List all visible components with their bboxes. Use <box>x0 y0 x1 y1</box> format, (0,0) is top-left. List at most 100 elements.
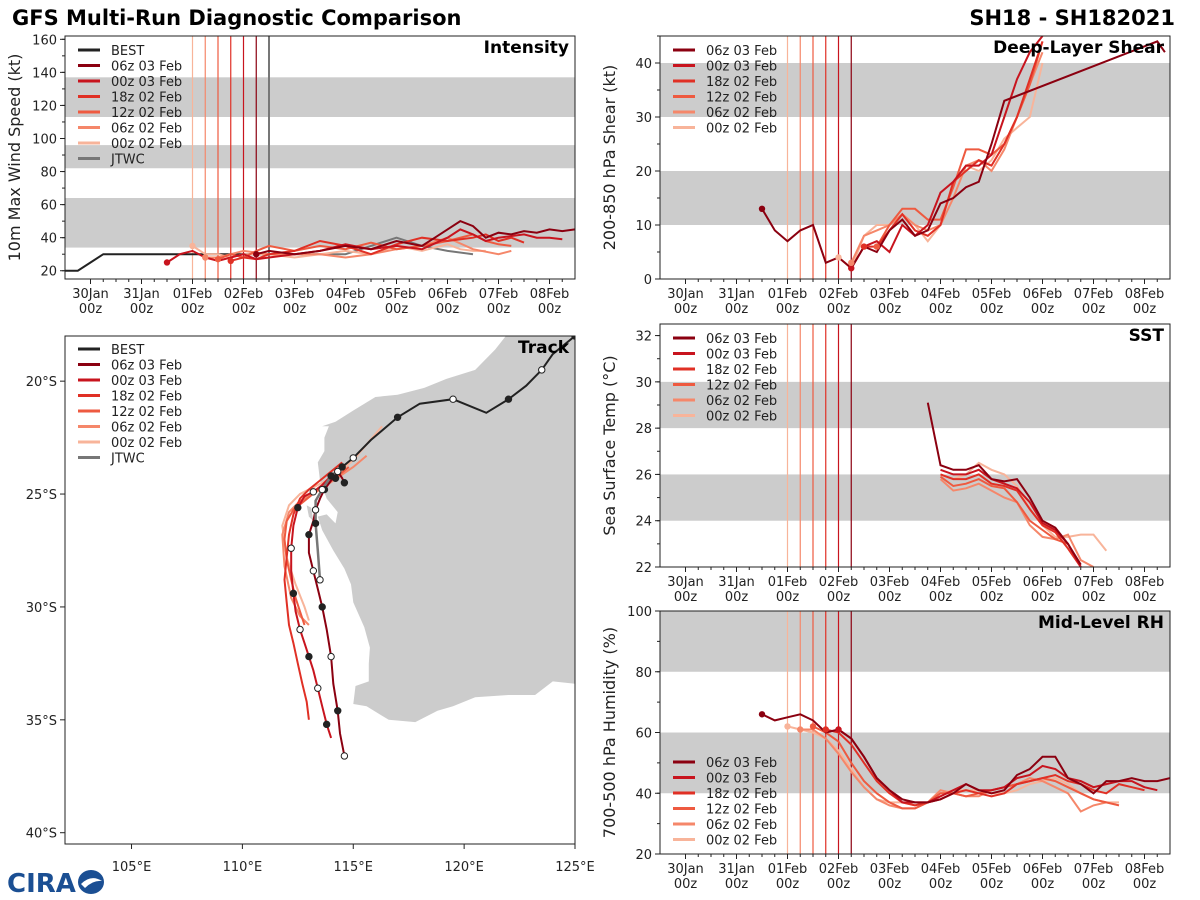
intensity-xtick-label: 02Feb <box>224 287 264 302</box>
legend-best-label: BEST <box>111 44 144 59</box>
rh-xtick-sublabel: 00z <box>1133 877 1157 892</box>
shear-xtick-label: 05Feb <box>972 287 1012 302</box>
cira-logo: CIRA <box>7 869 104 898</box>
shear-title: Deep-Layer Shear <box>993 38 1164 58</box>
rh-xtick-sublabel: 00z <box>776 877 800 892</box>
intensity-xtick-label: 04Feb <box>326 287 366 302</box>
rh-xtick-label: 30Jan <box>667 862 704 877</box>
sst-ylabel: Sea Surface Temp (°C) <box>600 355 619 535</box>
sst-run-line-2 <box>940 473 1082 567</box>
rh-xtick-sublabel: 00z <box>1082 877 1106 892</box>
track-run-marker-1 <box>309 488 318 496</box>
track-run-line-2 <box>283 461 343 720</box>
sst-xtick-sublabel: 00z <box>980 590 1004 605</box>
sst-run-line-0 <box>926 402 1082 566</box>
rh-xtick-label: 02Feb <box>819 862 859 877</box>
sst-plot-area <box>660 324 1170 567</box>
intensity-band-2 <box>65 77 575 117</box>
intensity-ytick-label: 140 <box>32 66 57 81</box>
sst-xtick-label: 31Jan <box>718 575 755 590</box>
track-run-marker-1 <box>322 720 331 729</box>
track-run-marker-0 <box>305 530 313 539</box>
sst-xtick-sublabel: 00z <box>1082 590 1106 605</box>
intensity-ytick-label: 40 <box>40 232 57 247</box>
rh-init-marker-5 <box>784 723 791 730</box>
shear-ylabel: 200-850 hPa Shear (kt) <box>600 65 619 251</box>
sst-run-line-3 <box>939 475 1069 545</box>
shear-init-marker-5 <box>835 254 842 261</box>
intensity-xtick-sublabel: 00z <box>385 302 409 317</box>
legend-run-1-label: 00z 03 Feb <box>706 60 777 75</box>
track-plot-area <box>281 336 575 760</box>
track-best-marker <box>393 413 402 421</box>
sst-ytick-label: 32 <box>635 330 652 345</box>
track-run-marker-1 <box>327 472 335 480</box>
sst-xtick-sublabel: 00z <box>776 590 800 605</box>
intensity-xtick-sublabel: 00z <box>181 302 205 317</box>
shear-xtick-label: 31Jan <box>718 287 755 302</box>
rh-init-marker-4 <box>797 726 804 733</box>
figure-title: GFS Multi-Run Diagnostic Comparison <box>12 6 461 30</box>
intensity-xtick-label: 03Feb <box>275 287 315 302</box>
sst-xtick-sublabel: 00z <box>725 590 749 605</box>
intensity-init-marker-3 <box>214 255 222 263</box>
legend-run-3-label: 12z 02 Feb <box>706 803 777 818</box>
shear-xtick-label: 02Feb <box>819 287 859 302</box>
legend-run-3-label: 12z 02 Feb <box>706 379 777 394</box>
legend-run-0-label: 06z 03 Feb <box>706 756 777 771</box>
intensity-init-marker-4 <box>202 254 209 261</box>
track-run-marker-1 <box>289 589 298 598</box>
legend-run-0-label: 06z 03 Feb <box>111 60 182 75</box>
track-ytick-label: 40°S <box>26 827 57 842</box>
rh-init-marker-2 <box>822 726 829 733</box>
shear-ytick-label: 30 <box>635 111 652 126</box>
rh-xtick-label: 01Feb <box>768 862 808 877</box>
track-best-marker <box>504 395 513 403</box>
sst-ytick-label: 26 <box>635 468 652 483</box>
track-run-marker-1 <box>314 684 322 692</box>
legend-run-4-label: 06z 02 Feb <box>706 394 777 409</box>
legend-run-4-label: 06z 02 Feb <box>111 122 182 137</box>
track-jtwc-marker <box>318 485 326 494</box>
track-run-marker-0 <box>327 652 335 661</box>
rh-ytick-label: 80 <box>635 666 652 681</box>
track-frame <box>64 335 576 845</box>
shear-band-0 <box>660 171 1170 225</box>
rh-run-line-2 <box>825 728 1145 807</box>
rh-band-1 <box>660 611 1170 672</box>
rh-title: Mid-Level RH <box>1038 613 1164 633</box>
shear-xtick-sublabel: 00z <box>827 302 851 317</box>
track-run-marker-0 <box>334 467 342 476</box>
sst-xtick-sublabel: 00z <box>1133 590 1157 605</box>
rh-ytick-label: 60 <box>635 727 652 742</box>
track-xtick-label: 115°E <box>333 860 373 875</box>
intensity-xtick-label: 01Feb <box>173 287 213 302</box>
rh-init-marker-3 <box>809 723 817 730</box>
shear-xtick-label: 08Feb <box>1125 287 1165 302</box>
sst-xtick-label: 30Jan <box>667 575 704 590</box>
shear-xtick-label: 07Feb <box>1074 287 1114 302</box>
track-run-marker-1 <box>296 625 304 634</box>
intensity-ytick-label: 60 <box>40 199 57 214</box>
sst-xtick-sublabel: 00z <box>827 590 851 605</box>
legend-best-label: BEST <box>111 343 144 358</box>
shear-xtick-label: 03Feb <box>870 287 910 302</box>
shear-xtick-label: 04Feb <box>921 287 961 302</box>
legend-run-4-label: 06z 02 Feb <box>111 421 182 436</box>
legend-run-5-label: 00z 02 Feb <box>111 137 182 152</box>
sst-run-line-5 <box>940 461 1108 552</box>
rh-plot-area <box>660 611 1170 854</box>
track-xtick-label: 110°E <box>223 860 263 875</box>
legend-run-0-label: 06z 03 Feb <box>111 359 182 374</box>
australia-land <box>317 336 575 723</box>
legend-run-4-label: 06z 02 Feb <box>706 106 777 121</box>
legend-run-2-label: 18z 02 Feb <box>111 91 182 106</box>
sst-ytick-label: 28 <box>635 422 652 437</box>
sst-xtick-label: 03Feb <box>870 575 910 590</box>
track-best-marker <box>349 454 357 462</box>
sst-ytick-label: 22 <box>635 561 652 576</box>
sst-title: SST <box>1129 326 1165 346</box>
legend-run-1-label: 00z 03 Feb <box>111 75 182 90</box>
shear-band-1 <box>660 63 1170 117</box>
intensity-xtick-sublabel: 00z <box>283 302 307 317</box>
